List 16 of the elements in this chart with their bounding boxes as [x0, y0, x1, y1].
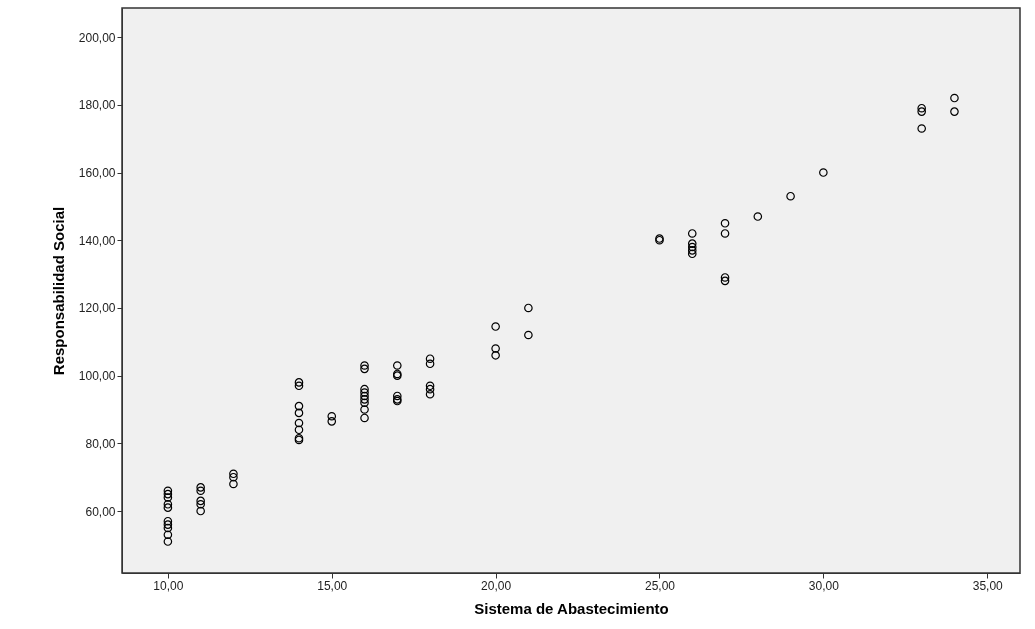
x-tick-label: 35,00	[972, 578, 1004, 593]
y-tick-label: 140,00	[78, 233, 116, 248]
y-tick-label: 200,00	[78, 30, 116, 45]
y-tick-label: 60,00	[85, 504, 116, 519]
y-tick-label: 160,00	[78, 166, 116, 181]
x-tick-label: 30,00	[808, 578, 840, 593]
x-tick-label: 10,00	[153, 578, 184, 593]
y-tick-label: 100,00	[78, 369, 116, 384]
y-tick-label: 80,00	[85, 436, 116, 451]
x-axis-title: Sistema de Abastecimiento	[474, 599, 669, 617]
x-tick-label: 20,00	[481, 578, 512, 593]
y-tick-label: 120,00	[78, 301, 116, 316]
x-tick-label: 15,00	[317, 578, 348, 593]
y-axis-title: Responsabilidad Social	[49, 206, 67, 376]
y-tick-label: 180,00	[78, 98, 116, 113]
x-tick-label: 25,00	[644, 578, 676, 593]
